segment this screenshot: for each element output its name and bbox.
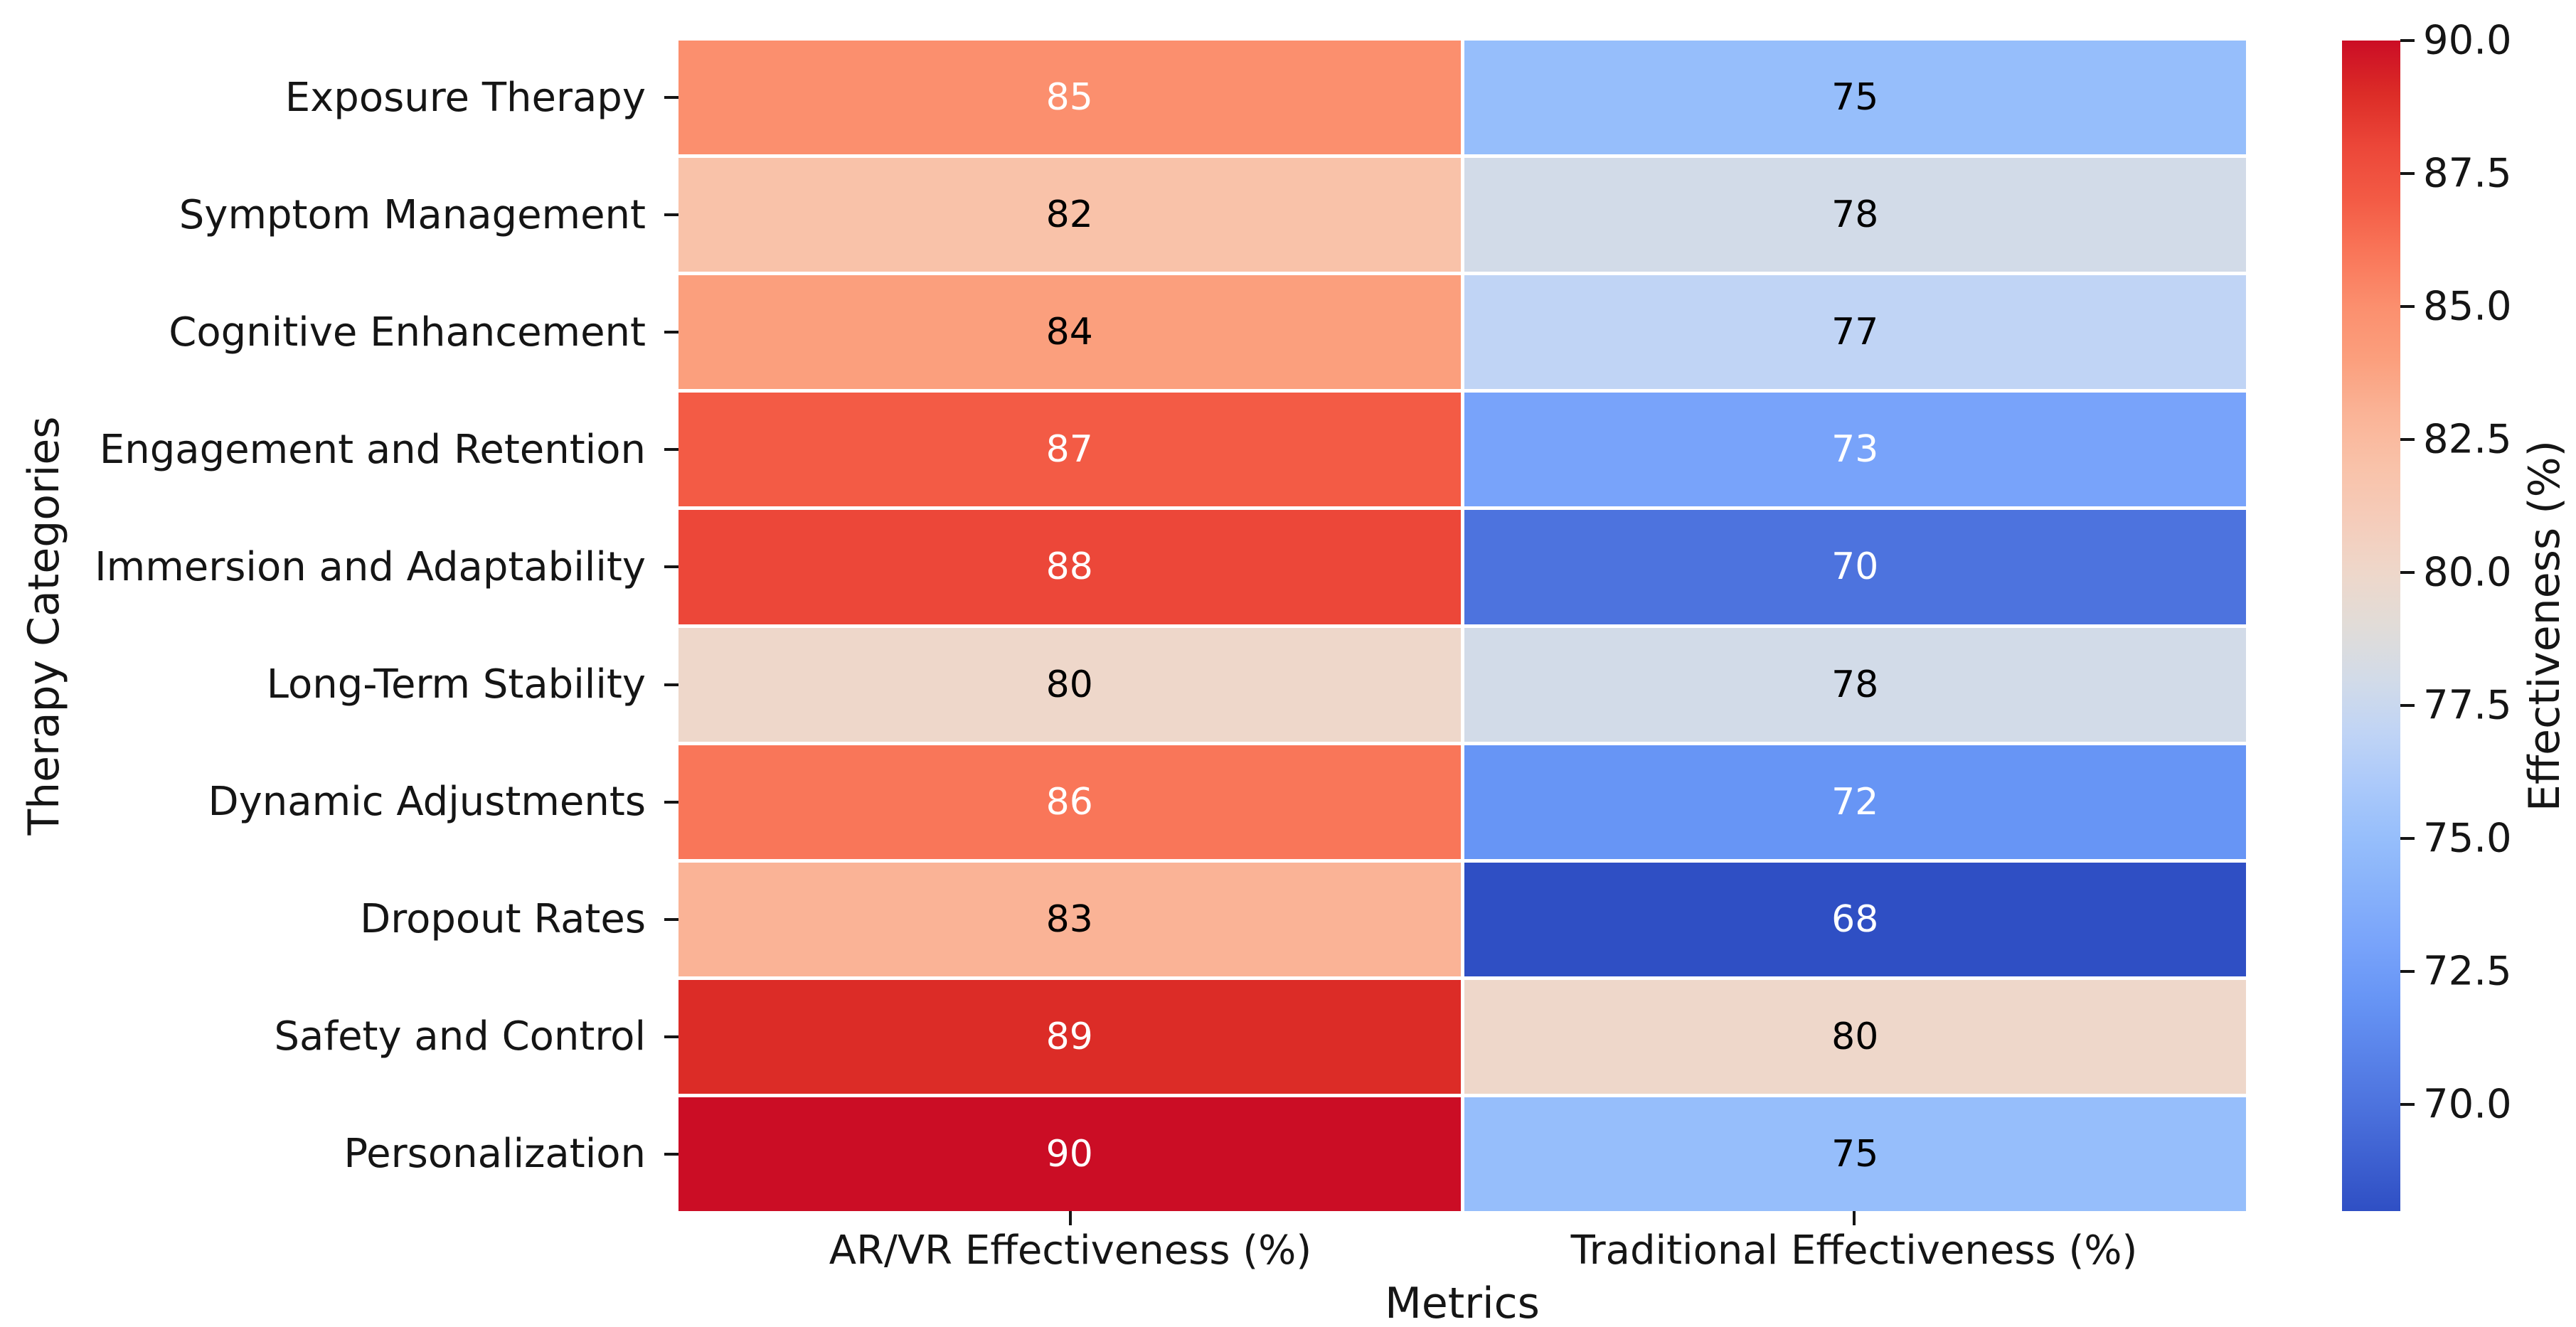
y-tick-mark (664, 448, 678, 452)
heatmap-cell: 75 (1464, 1097, 2246, 1211)
heatmap-cell: 84 (678, 275, 1461, 390)
y-tick-label: Immersion and Adaptability (95, 543, 646, 590)
heatmap-cell: 89 (678, 979, 1461, 1094)
colorbar-title: Effectiveness (%) (2520, 439, 2570, 812)
y-tick-mark (664, 1035, 678, 1038)
colorbar-tick-mark (2400, 704, 2415, 708)
heatmap-cell: 86 (678, 745, 1461, 859)
colorbar-tick-mark (2400, 172, 2415, 176)
colorbar-tick-label: 85.0 (2423, 283, 2512, 330)
heatmap-cell: 87 (678, 393, 1461, 507)
y-tick-mark (664, 1152, 678, 1156)
colorbar-tick-mark (2400, 837, 2415, 841)
heatmap-cell: 82 (678, 158, 1461, 272)
colorbar-tick-label: 82.5 (2423, 416, 2512, 463)
heatmap-cell: 83 (678, 862, 1461, 976)
heatmap-cell: 85 (678, 41, 1461, 155)
heatmap-cell: 88 (678, 510, 1461, 624)
y-axis-tick-marks (664, 41, 678, 1211)
y-tick-label: Dynamic Adjustments (208, 779, 646, 826)
heatmap-cell: 75 (1464, 41, 2246, 155)
y-tick-mark (664, 565, 678, 569)
colorbar-tick-label: 77.5 (2423, 682, 2512, 729)
heatmap-cell: 77 (1464, 275, 2246, 390)
y-tick-mark (664, 683, 678, 686)
y-axis-tick-labels: Exposure Therapy Symptom Management Cognit… (0, 41, 646, 1211)
colorbar-tick-label: 90.0 (2423, 17, 2512, 64)
heatmap-grid: 85 75 82 78 84 77 87 73 88 70 80 78 86 72 83 68 89 80 90 75 (678, 41, 2246, 1211)
colorbar-tick-mark (2400, 39, 2415, 42)
colorbar-tick-label: 80.0 (2423, 549, 2512, 596)
colorbar-tick-label: 75.0 (2423, 815, 2512, 862)
colorbar-tick-mark (2400, 438, 2415, 442)
y-tick-mark (664, 800, 678, 804)
y-tick-mark (664, 213, 678, 217)
colorbar-tick-label: 70.0 (2423, 1081, 2512, 1128)
y-tick-label: Safety and Control (274, 1013, 646, 1060)
colorbar-tick-mark (2400, 571, 2415, 575)
y-tick-label: Engagement and Retention (99, 426, 646, 473)
colorbar-tick-mark (2400, 970, 2415, 974)
x-tick-label: AR/VR Effectiveness (%) (829, 1227, 1312, 1274)
heatmap-cell: 78 (1464, 627, 2246, 742)
colorbar-tick-label: 87.5 (2423, 150, 2512, 197)
colorbar-tick-mark (2400, 305, 2415, 309)
x-axis-title: Metrics (1385, 1279, 1540, 1327)
y-tick-mark (664, 331, 678, 334)
y-tick-label: Dropout Rates (360, 896, 646, 943)
colorbar-tick-mark (2400, 1103, 2415, 1107)
x-axis-tick-labels: AR/VR Effectiveness (%) Traditional Effec… (678, 1227, 2246, 1274)
heatmap-cell: 80 (678, 627, 1461, 742)
heatmap-cell: 90 (678, 1097, 1461, 1211)
y-tick-label: Personalization (344, 1131, 646, 1178)
y-tick-mark (664, 96, 678, 100)
heatmap-cell: 70 (1464, 510, 2246, 624)
y-tick-label: Symptom Management (179, 191, 646, 238)
heatmap-cell: 78 (1464, 158, 2246, 272)
x-tick-mark (1853, 1211, 1856, 1225)
colorbar-axis: 90.0 87.5 85.0 82.5 80.0 77.5 75.0 72.5 70.0 (2400, 18, 2576, 1211)
y-tick-label: Exposure Therapy (284, 74, 646, 121)
x-tick-label: Traditional Effectiveness (%) (1570, 1227, 2138, 1274)
y-tick-label: Long-Term Stability (266, 661, 646, 708)
y-tick-mark (664, 917, 678, 921)
colorbar-gradient (2342, 41, 2400, 1211)
heatmap-cell: 68 (1464, 862, 2246, 976)
x-tick-mark (1069, 1211, 1072, 1225)
y-tick-label: Cognitive Enhancement (169, 309, 646, 356)
colorbar-tick-label: 72.5 (2423, 948, 2512, 995)
heatmap-cell: 73 (1464, 393, 2246, 507)
heatmap-cell: 72 (1464, 745, 2246, 859)
heatmap-cell: 80 (1464, 979, 2246, 1094)
x-axis-tick-marks (678, 1211, 2246, 1225)
